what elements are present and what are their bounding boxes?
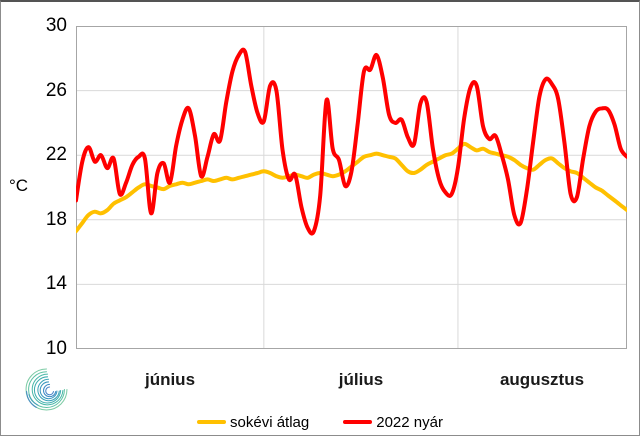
x-label-june: június bbox=[144, 370, 196, 389]
y-tick-18: 18 bbox=[45, 209, 67, 230]
x-label-august: augusztus bbox=[499, 370, 585, 389]
y-tick-10: 10 bbox=[45, 338, 67, 359]
legend-label-average: sokévi átlag bbox=[230, 413, 310, 431]
legend-item-average: sokévi átlag bbox=[197, 414, 309, 431]
legend: sokévi átlag 2022 nyár bbox=[1, 411, 639, 433]
y-tick-26: 26 bbox=[45, 80, 67, 101]
x-label-july: július bbox=[338, 370, 384, 389]
y-tick-30: 30 bbox=[45, 15, 67, 36]
legend-item-2022: 2022 nyár bbox=[343, 414, 443, 431]
legend-label-2022: 2022 nyár bbox=[376, 413, 443, 431]
average-line-swatch bbox=[197, 420, 227, 424]
summer-2022-line-swatch bbox=[343, 420, 373, 424]
y-tick-22: 22 bbox=[45, 144, 67, 165]
plot-area bbox=[76, 26, 627, 349]
spiral-logo-icon bbox=[25, 368, 68, 411]
y-axis-unit-label: °C bbox=[9, 176, 29, 195]
y-tick-14: 14 bbox=[45, 273, 67, 294]
